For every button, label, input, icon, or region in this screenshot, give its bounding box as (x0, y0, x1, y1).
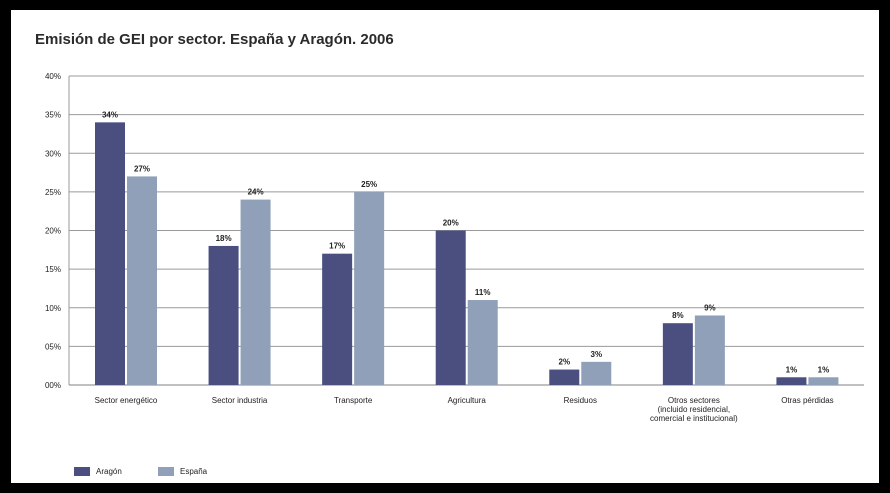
y-tick-label: 00% (45, 381, 61, 390)
data-label: 24% (248, 188, 264, 197)
data-label: 2% (559, 358, 571, 367)
bar-aragon (549, 369, 580, 385)
legend-label-espana: España (180, 466, 208, 476)
x-tick-label: Otros sectores (incluido residencial, come… (650, 396, 738, 423)
bar-espana (354, 191, 385, 385)
bar-aragon (662, 323, 693, 385)
data-label: 3% (591, 350, 603, 359)
bar-espana (808, 377, 839, 385)
y-tick-label: 15% (45, 265, 61, 274)
data-label: 11% (475, 288, 491, 297)
data-label: 27% (134, 164, 150, 173)
legend-swatch-aragon (74, 466, 90, 476)
bar-espana (127, 176, 157, 385)
bar-espana (240, 199, 271, 385)
x-tick-label: Otras pérdidas (781, 396, 833, 405)
y-tick-label: 40% (45, 72, 61, 81)
data-label: 9% (704, 303, 716, 312)
y-tick-label: 10% (45, 304, 61, 313)
x-tick-label: Transporte (334, 396, 373, 405)
legend-item-espana: España (158, 464, 207, 478)
y-tick-label: 25% (45, 188, 61, 197)
bar-espana (581, 361, 612, 385)
bar-aragon (435, 230, 466, 385)
bar-espana (467, 300, 498, 385)
y-tick-label: 30% (45, 149, 61, 158)
legend-swatch-espana (158, 466, 174, 476)
data-label: 8% (672, 311, 684, 320)
data-label: 17% (329, 242, 345, 251)
y-tick-label: 05% (45, 342, 61, 351)
data-label: 25% (361, 180, 377, 189)
chart-title: Emisión de GEI por sector. España y Arag… (35, 31, 394, 48)
bar-aragon (95, 122, 125, 385)
x-tick-label: Sector industria (212, 396, 268, 405)
legend-item-aragon: Aragón (74, 464, 122, 478)
data-label: 20% (443, 219, 459, 228)
bar-espana (694, 315, 725, 385)
x-tick-label: Agricultura (448, 396, 487, 405)
chart-panel: Emisión de GEI por sector. España y Arag… (11, 10, 879, 483)
y-tick-label: 35% (45, 111, 61, 120)
bar-chart: 00% 05% 10% 15% 20% 25% 30% 35% 40% 34% 27% Sector … (45, 72, 864, 423)
y-tick-label: 20% (45, 227, 61, 236)
data-label: 18% (216, 234, 232, 243)
x-tick-label: Sector energético (95, 396, 158, 405)
data-label: 1% (786, 365, 798, 374)
data-label: 1% (818, 365, 830, 374)
bar-aragon (322, 253, 353, 385)
x-tick-label: Residuos (564, 396, 597, 405)
data-label: 34% (102, 110, 118, 119)
legend-label-aragon: Aragón (96, 466, 122, 476)
bar-aragon (776, 377, 807, 385)
bar-aragon (208, 245, 239, 385)
